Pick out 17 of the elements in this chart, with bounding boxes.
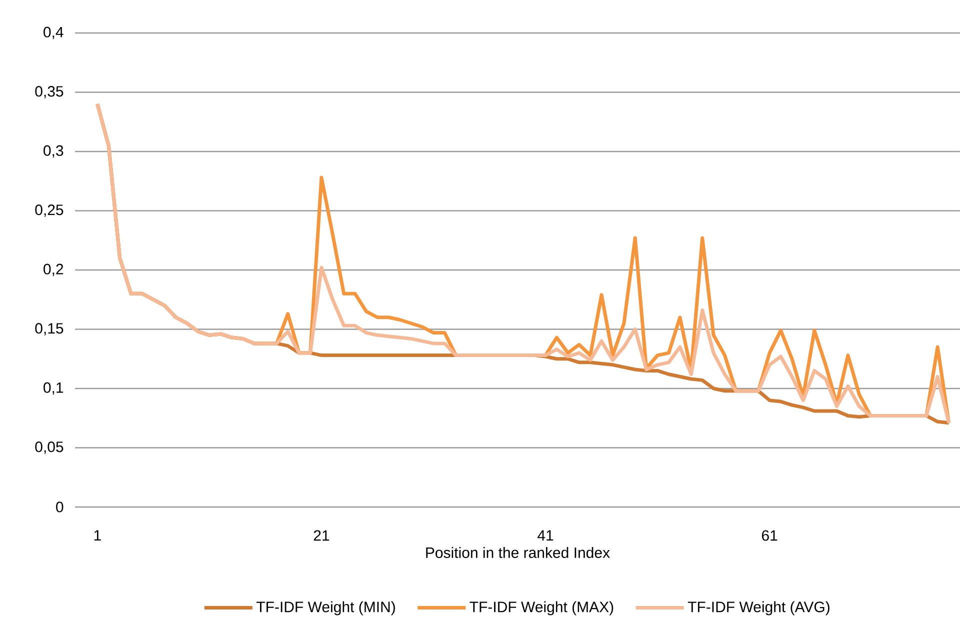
x-tick-label: 21 xyxy=(314,530,330,541)
legend-label: TF-IDF Weight (AVG) xyxy=(688,601,830,616)
y-tick-label: 0,25 xyxy=(35,204,64,217)
y-tick-label: 0 xyxy=(56,502,64,512)
x-axis-title: Position in the ranked Index xyxy=(426,546,610,558)
x-tick-label: 41 xyxy=(538,530,554,541)
x-tick-label: 1 xyxy=(94,530,101,541)
y-tick-label: 0,05 xyxy=(35,442,64,454)
legend-label: TF-IDF Weight (MAX) xyxy=(470,601,614,616)
x-tick-label: 61 xyxy=(762,530,778,541)
y-tick-label: 0,4 xyxy=(44,26,64,40)
y-tick-label: 0,1 xyxy=(44,382,64,395)
legend-label: TF-IDF Weight (MIN) xyxy=(256,601,395,616)
y-tick-label: 0,15 xyxy=(35,323,64,336)
y-tick-label: 0,35 xyxy=(35,86,64,98)
y-tick-label: 0,3 xyxy=(44,145,64,158)
y-tick-label: 0,2 xyxy=(44,264,64,276)
